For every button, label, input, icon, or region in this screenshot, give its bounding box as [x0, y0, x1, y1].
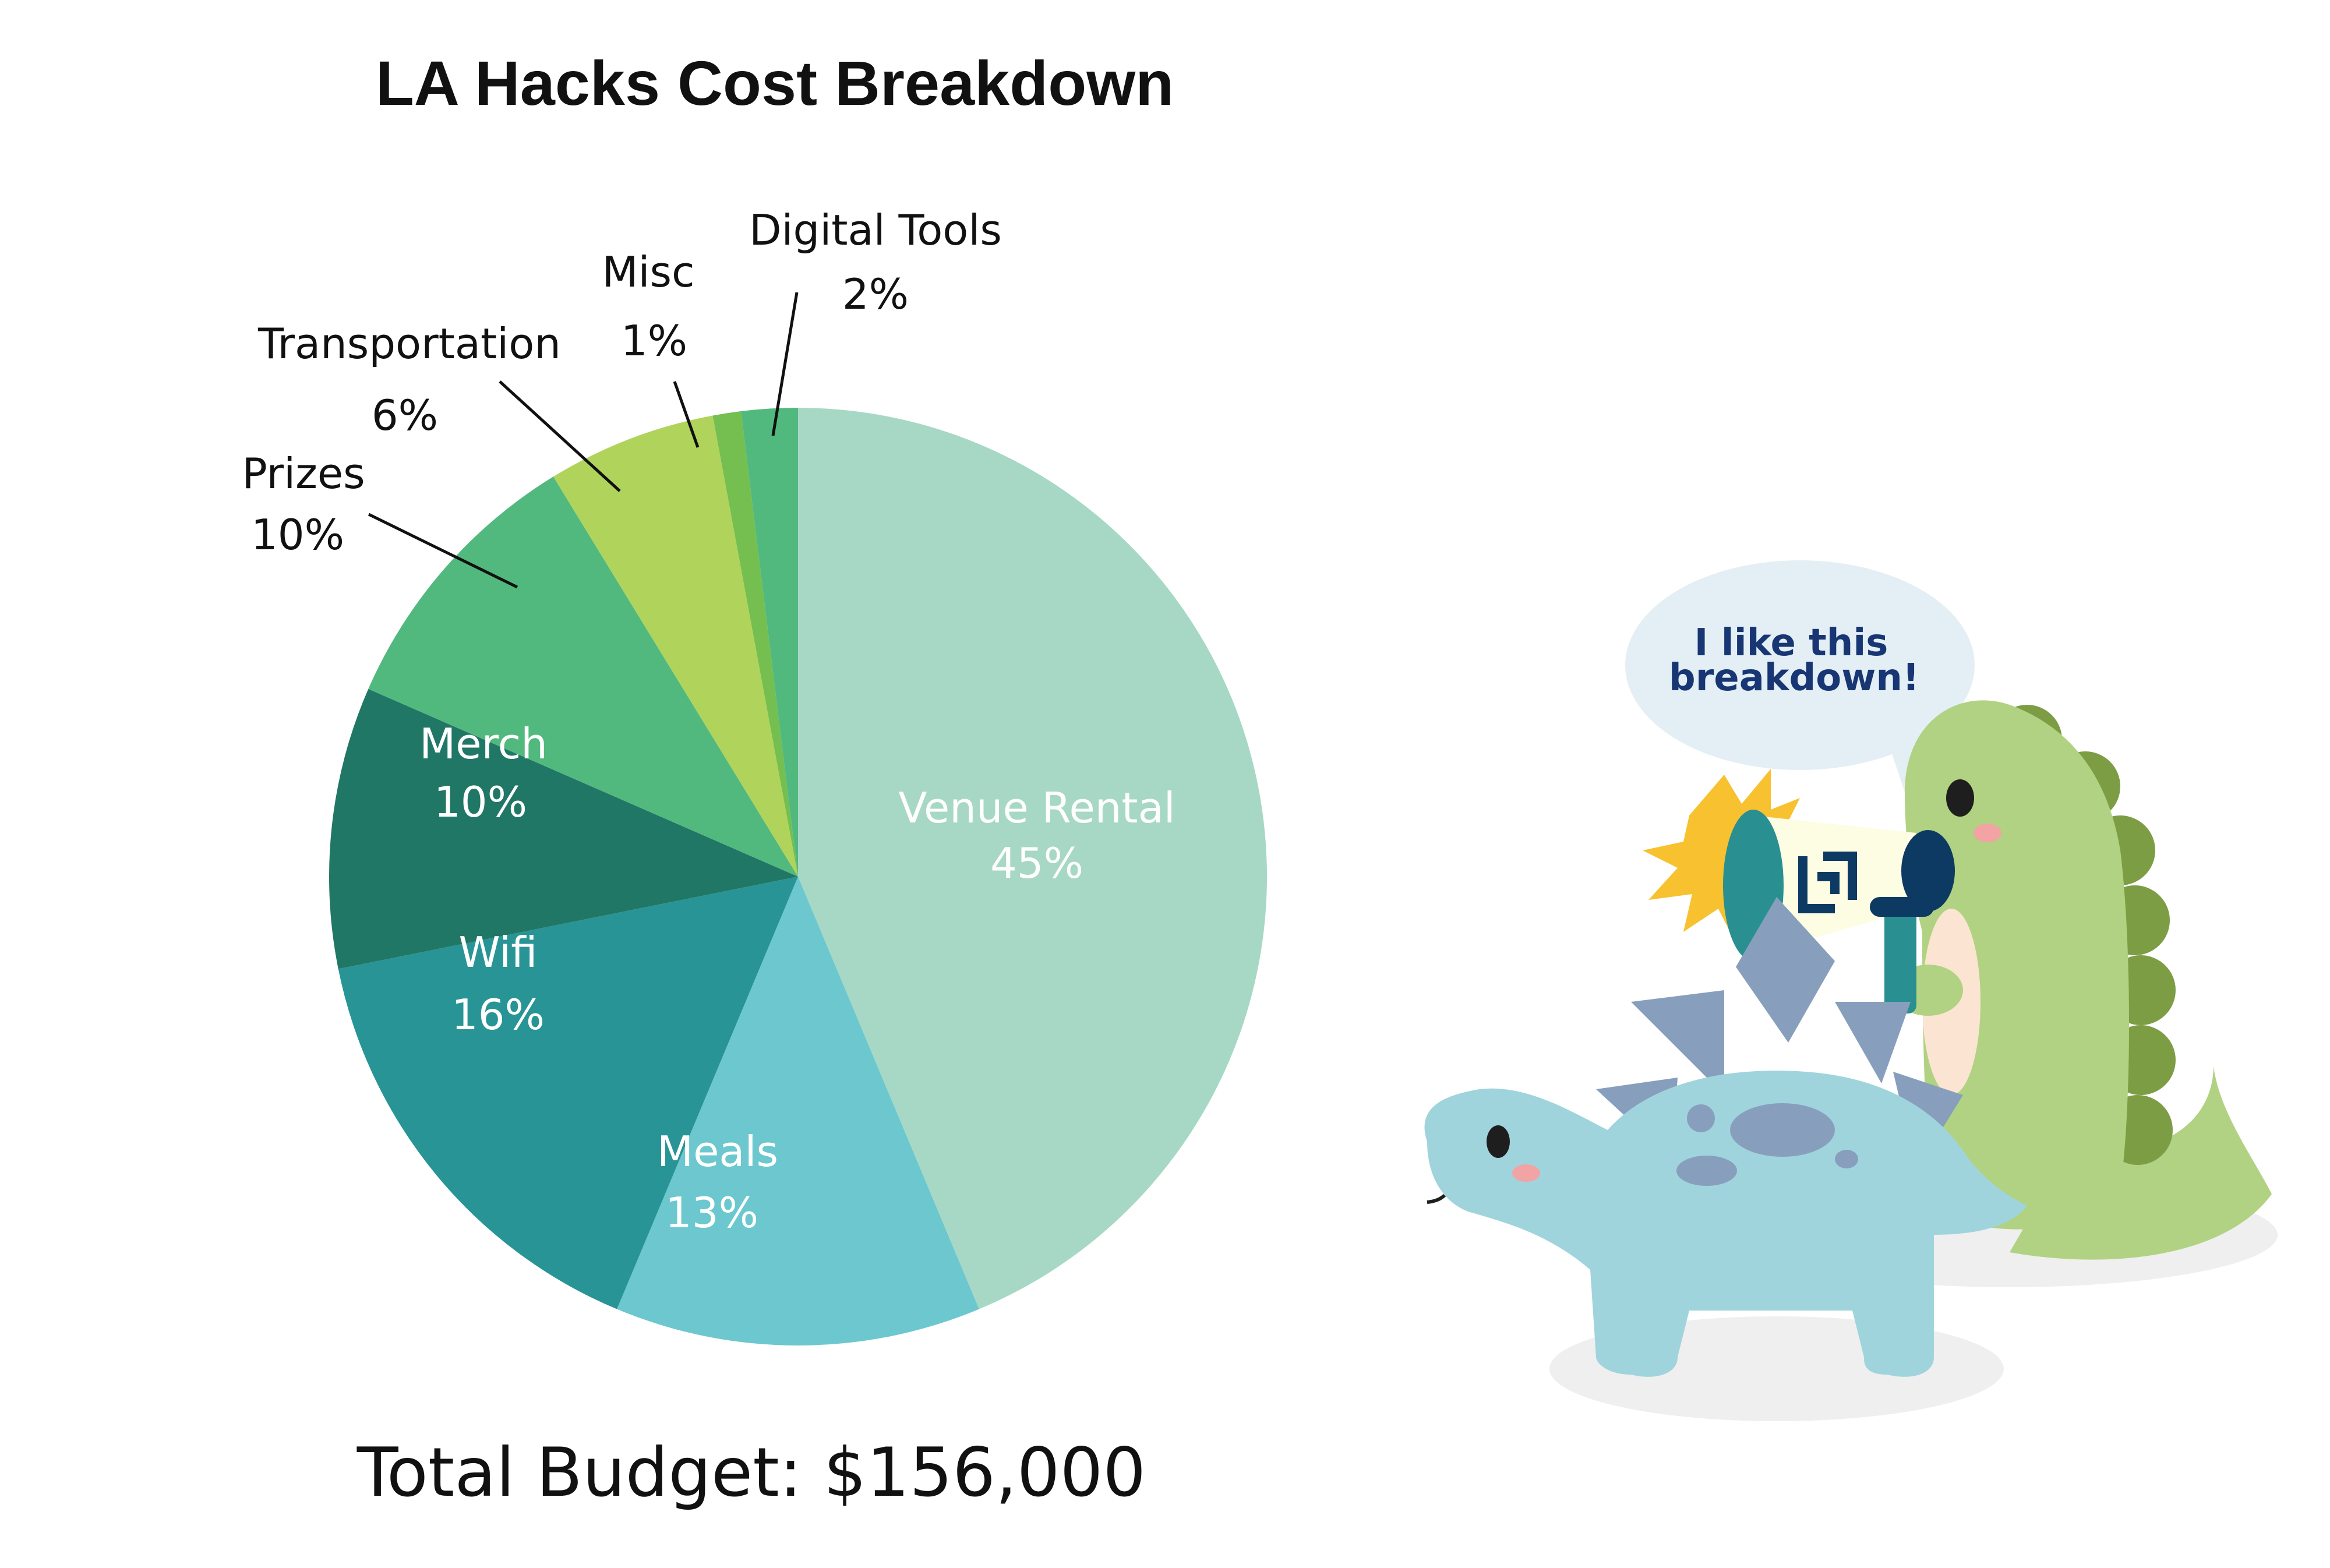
stego-body	[1424, 1071, 2027, 1377]
slice-label-merch: Merch	[419, 719, 548, 768]
pie-slice-merch	[329, 688, 798, 969]
slice-label-wifi: Wifi	[459, 928, 538, 977]
slice-pct-wifi: 16%	[451, 990, 545, 1039]
slice-pct-misc: 1%	[621, 316, 687, 365]
green-dino-cheek	[1974, 824, 2001, 842]
slice-pct-digital-tools: 2%	[842, 270, 909, 319]
slice-label-prizes: Prizes	[242, 449, 365, 498]
leader-line-misc	[673, 381, 700, 448]
slice-label-digital-tools: Digital Tools	[749, 206, 1002, 255]
stego-eye	[1487, 1125, 1510, 1158]
pie-chart	[329, 408, 1267, 1345]
slice-label-transportation: Transportation	[257, 319, 561, 368]
leader-line-digital-tools	[771, 292, 799, 436]
slice-label-meals: Meals	[657, 1127, 778, 1176]
leader-line-prizes	[368, 513, 518, 589]
slice-label-misc: Misc	[602, 248, 694, 296]
pie-slice-venue-rental	[798, 408, 1267, 1309]
green-dino-eye	[1946, 779, 1974, 817]
megaphone-mouth	[1901, 830, 1955, 912]
speech-bubble: I like this breakdown!	[1625, 560, 1975, 792]
slice-label-venue-rental: Venue Rental	[898, 783, 1175, 832]
stego-spots	[1676, 1103, 1858, 1186]
pie-slice-transportation	[553, 415, 798, 877]
speech-text-line1: I like this	[1694, 621, 1888, 665]
stego-cheek	[1512, 1164, 1540, 1182]
slice-pct-venue-rental: 45%	[990, 839, 1083, 888]
la-hacks-logo-icon	[1798, 852, 1857, 913]
pie-slice-wifi	[338, 877, 798, 1309]
pie-slice-meals	[617, 877, 979, 1345]
pie-slice-digital-tools	[741, 408, 798, 877]
slice-pct-merch: 10%	[434, 778, 527, 827]
megaphone-grip	[1870, 897, 1934, 917]
slice-pct-prizes: 10%	[251, 510, 344, 559]
pie-slice-prizes	[368, 476, 798, 877]
slice-pct-transportation: 6%	[372, 391, 438, 440]
leader-lines	[368, 292, 799, 589]
leader-line-transportation	[499, 380, 621, 492]
pie-slice-misc	[712, 411, 798, 877]
speech-text-line2: breakdown!	[1669, 656, 1919, 700]
megaphone-handle	[1884, 903, 1916, 1013]
dino-illustration: I like this breakdown!	[1424, 560, 2278, 1421]
total-budget-label: Total Budget: $156,000	[356, 1433, 1146, 1512]
slice-pct-meals: 13%	[665, 1188, 758, 1237]
stego-mouth	[1427, 1193, 1446, 1204]
chart-title: LA Hacks Cost Breakdown	[376, 48, 1174, 118]
